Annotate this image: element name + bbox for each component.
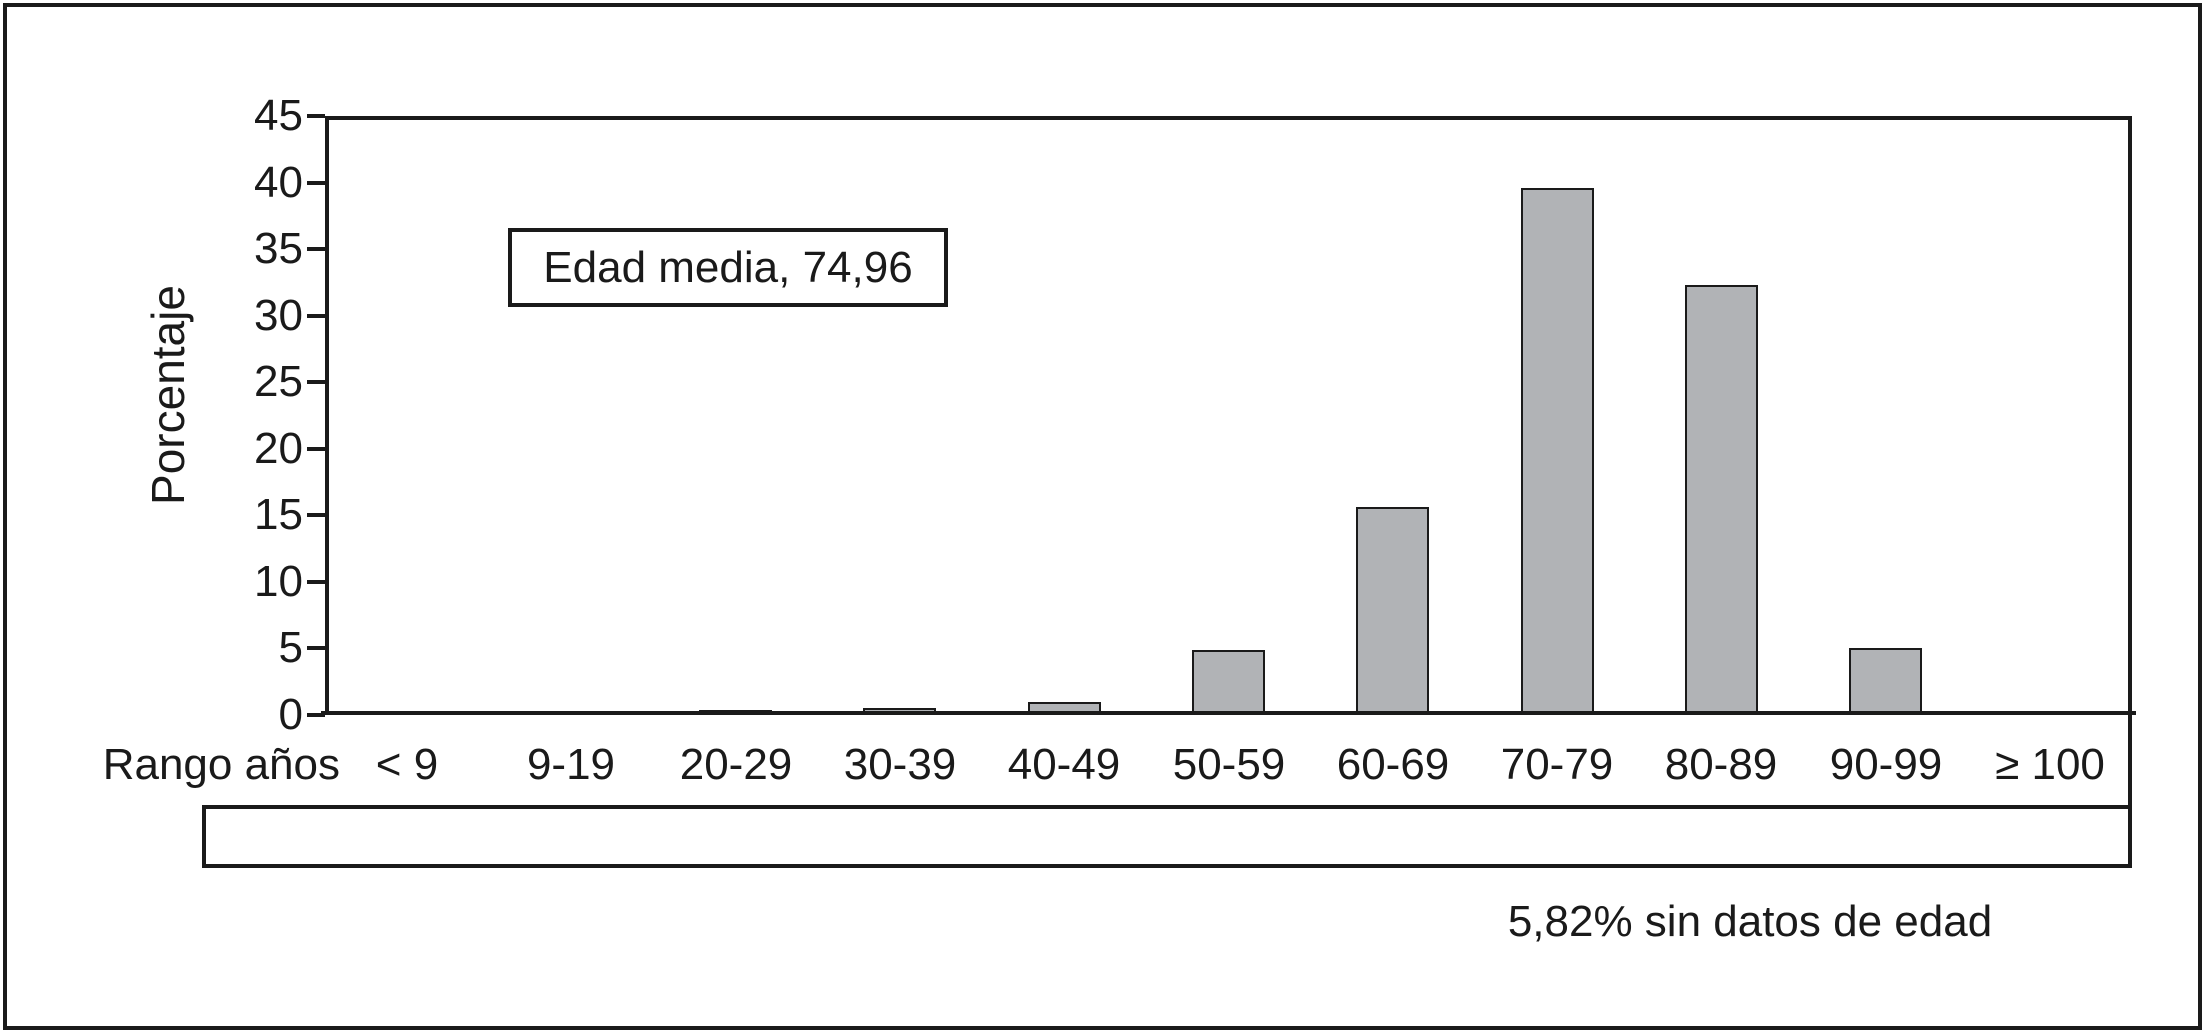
y-tick-label: 15: [254, 490, 303, 540]
bar: [1192, 650, 1265, 715]
y-tick-label: 45: [254, 91, 303, 140]
y-tick: [307, 646, 325, 651]
y-tick: [307, 513, 325, 518]
y-tick: [307, 446, 325, 451]
bar: [1849, 648, 1922, 715]
category-label: ≥ 100: [1995, 740, 2105, 789]
category-label: 9-19: [526, 740, 616, 789]
figure-outer-border: [3, 3, 2202, 1030]
category-label: 70-79: [1500, 740, 1614, 789]
y-tick-label: 40: [254, 157, 303, 207]
category-label: 20-29: [679, 740, 793, 789]
category-label: 90-99: [1829, 740, 1943, 789]
y-tick: [307, 180, 325, 185]
category-label: 40-49: [1007, 740, 1121, 789]
annotation-text: Edad media, 74,96: [543, 242, 913, 292]
y-tick-label: 20: [254, 423, 303, 473]
y-tick: [307, 579, 325, 584]
y-tick-label: 0: [278, 690, 303, 739]
bar: [1521, 188, 1594, 715]
x-axis-row-title: Rango años: [102, 740, 340, 789]
annotation-box: Edad media, 74,96: [508, 228, 948, 307]
category-label: 80-89: [1664, 740, 1778, 789]
category-label: 30-39: [843, 740, 957, 789]
right-border-extension: [2128, 715, 2132, 809]
y-axis-title: Porcentaje: [142, 285, 194, 505]
data-table: [202, 805, 2132, 868]
y-tick-label: 25: [254, 357, 303, 407]
y-tick: [307, 713, 325, 717]
y-tick: [307, 114, 325, 118]
y-tick-label: 35: [254, 224, 303, 274]
bar: [1685, 285, 1758, 715]
y-tick: [307, 313, 325, 318]
plot-area: [325, 116, 2132, 715]
category-label: 60-69: [1336, 740, 1450, 789]
y-tick: [307, 247, 325, 252]
category-label: 50-59: [1172, 740, 1286, 789]
y-tick-label: 5: [278, 623, 303, 673]
category-label: < 9: [375, 740, 439, 789]
footnote: 5,82% sin datos de edad: [1507, 897, 1993, 946]
y-tick: [307, 380, 325, 385]
y-tick-label: 30: [254, 290, 303, 340]
x-axis-line: [321, 711, 2136, 715]
y-tick-label: 10: [254, 556, 303, 606]
